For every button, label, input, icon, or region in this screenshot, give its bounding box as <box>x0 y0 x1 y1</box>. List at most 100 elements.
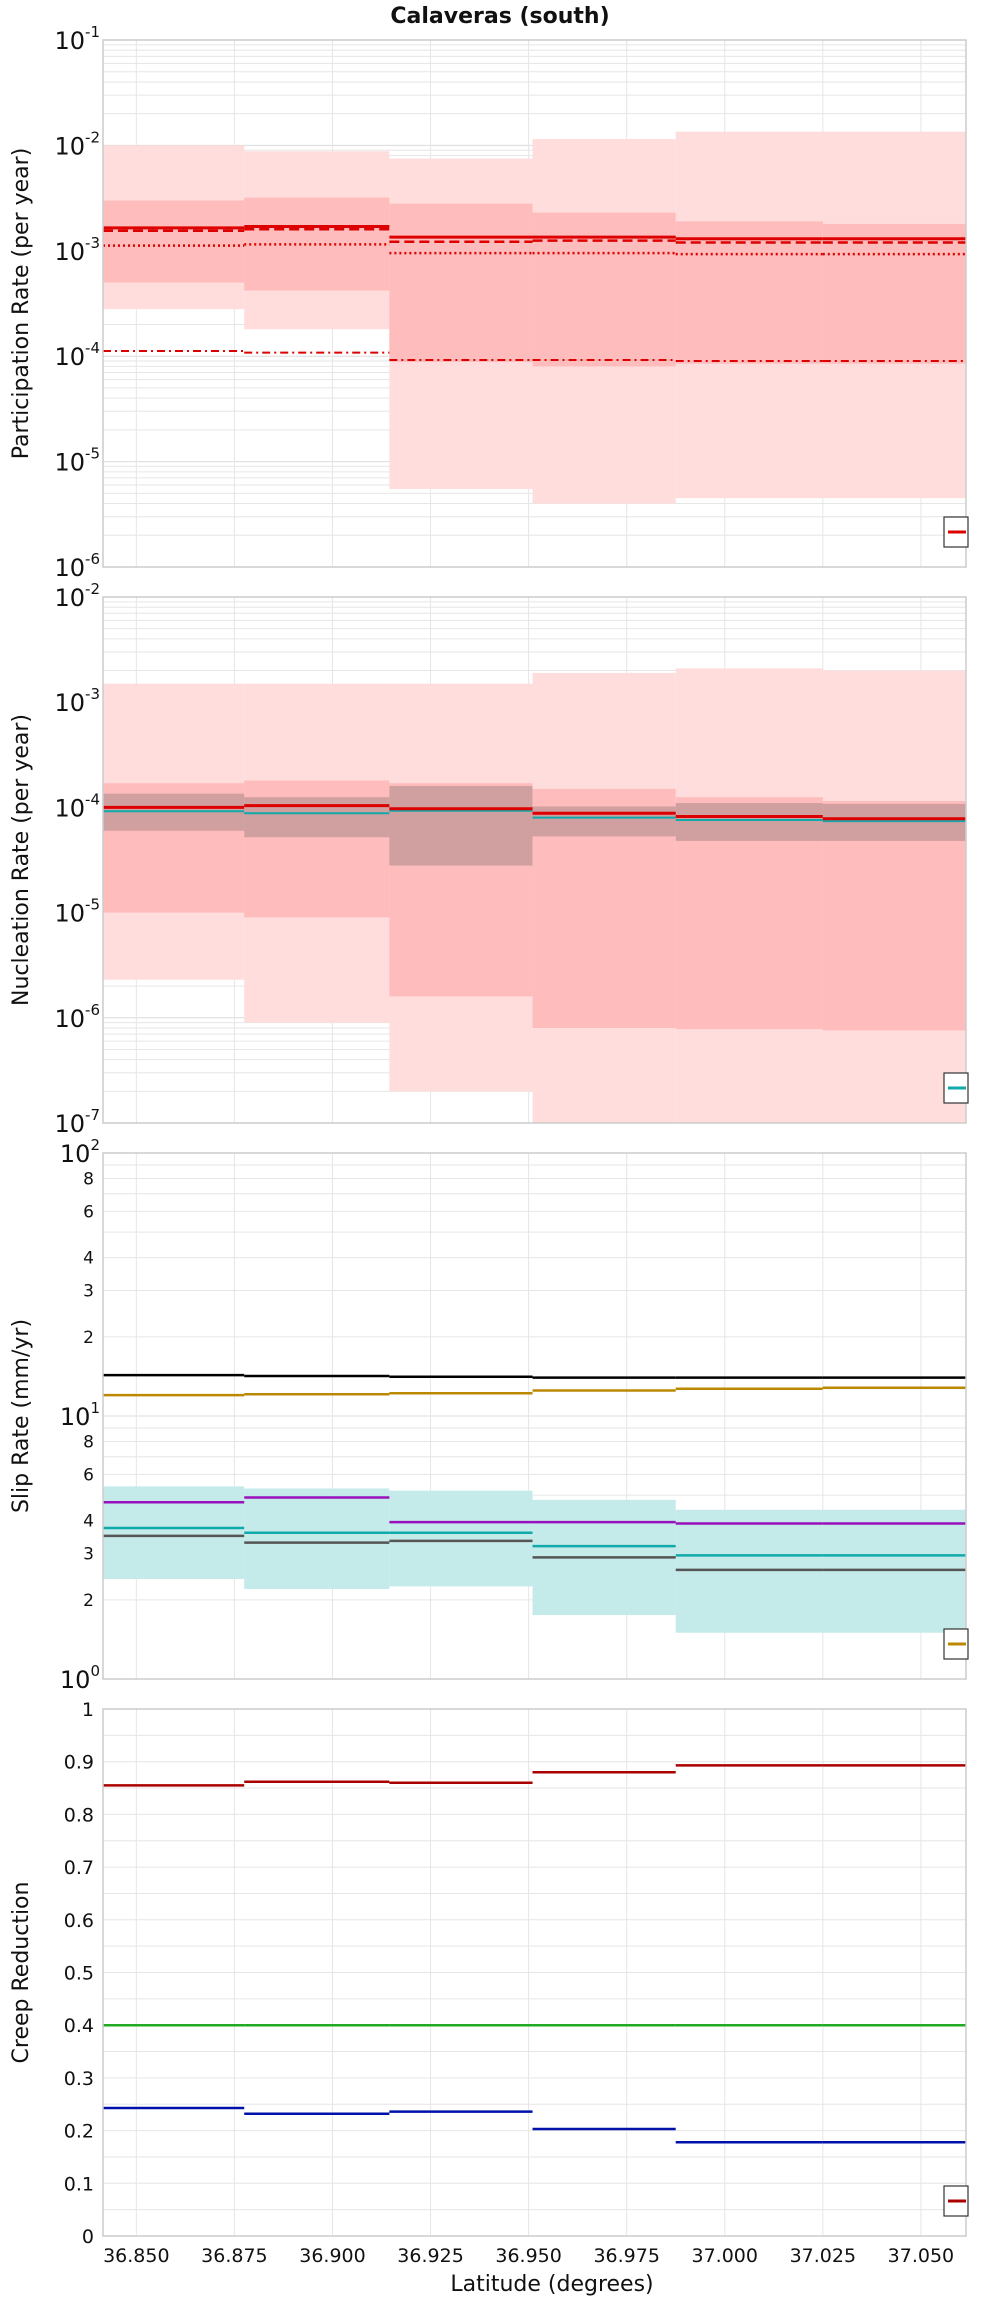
y-minor-tick-label: 2 <box>83 1591 94 1611</box>
band-segment <box>103 200 245 283</box>
tick-exponent: 0 <box>90 1662 100 1680</box>
plot-frame <box>102 39 967 568</box>
y-minor-tick-label: 8 <box>83 1432 94 1452</box>
series-line <box>103 225 966 241</box>
tick-exponent: -1 <box>85 23 100 41</box>
band-segment <box>675 803 823 841</box>
tick-exponent: -6 <box>85 1001 100 1019</box>
tick-exponent: -5 <box>85 896 100 914</box>
series-line <box>103 804 966 821</box>
band-segment <box>103 793 245 831</box>
tick-base: 10 <box>54 584 85 612</box>
panel-creep: 0 0.1 0.2 0.3 0.4 0.5 0.6 0.7 0.8 0.9 1 Creep Reduc… <box>9 1699 969 2248</box>
series-line <box>103 350 966 363</box>
y-minor-tick-label: 3 <box>83 1545 94 1565</box>
y-tick-label: 10-6 <box>54 550 100 582</box>
series-line <box>103 2106 966 2144</box>
y-tick-label: 0.9 <box>64 1752 94 1774</box>
plot-frame <box>102 596 967 1124</box>
y-axis-label: Nucleation Rate (per year) <box>9 714 34 1006</box>
band-segment <box>244 797 390 838</box>
y-minor-tick-label: 3 <box>83 1282 94 1302</box>
band-segment <box>675 797 823 1030</box>
y-tick-label: 1 <box>82 1699 94 1721</box>
x-tick-label: 36.975 <box>593 2245 659 2267</box>
tick-base: 10 <box>54 1005 85 1033</box>
series-line <box>103 1526 966 1557</box>
series-line <box>103 1373 966 1379</box>
legend <box>943 1072 969 1104</box>
tick-base: 10 <box>54 449 85 477</box>
tick-exponent: -4 <box>85 790 100 808</box>
x-axis-label: Latitude (degrees) <box>450 2272 653 2297</box>
y-minor-tick-label: 4 <box>83 1249 94 1269</box>
tick-base: 10 <box>54 1110 85 1138</box>
series-line <box>103 809 966 823</box>
y-tick-label: 0 <box>82 2226 94 2248</box>
band-segment <box>389 783 533 997</box>
x-tick-label: 37.000 <box>692 2245 758 2267</box>
tick-exponent: -5 <box>85 445 100 463</box>
series-line <box>103 1496 966 1525</box>
series-line <box>103 243 966 256</box>
y-tick-label: 10-5 <box>54 445 100 477</box>
y-tick-label: 0.7 <box>64 1857 94 1879</box>
y-tick-labels: 10-610-510-410-310-210-1 <box>54 23 100 582</box>
tick-exponent: -3 <box>85 234 100 252</box>
y-axis-label: Slip Rate (mm/yr) <box>9 1319 34 1513</box>
tick-base: 10 <box>60 1403 91 1431</box>
tick-base: 10 <box>54 343 85 371</box>
band-segment <box>532 788 676 1028</box>
y-minor-tick-label: 8 <box>83 1169 94 1189</box>
x-tick-label: 36.950 <box>495 2245 561 2267</box>
y-tick-label: 0.3 <box>64 2068 94 2090</box>
tick-exponent: -2 <box>85 128 100 146</box>
series-line <box>103 1764 966 1787</box>
y-tick-label: 0.6 <box>64 1910 94 1932</box>
y-tick-label: 100 <box>60 1662 100 1694</box>
x-tick-label: 36.900 <box>299 2245 365 2267</box>
band-segment <box>389 785 533 866</box>
plot-frame <box>102 1152 967 1680</box>
y-tick-label: 10-3 <box>54 234 100 266</box>
chart-title: Calaveras (south) <box>390 4 609 29</box>
x-tick-labels: 36.850 36.875 36.900 36.925 36.950 36.975 37.0… <box>103 2245 954 2267</box>
band-segment <box>822 801 966 1031</box>
tick-base: 10 <box>54 794 85 822</box>
y-tick-label: 0.1 <box>64 2173 94 2195</box>
tick-exponent: -6 <box>85 550 100 568</box>
x-tick-label: 36.875 <box>201 2245 267 2267</box>
series-line <box>103 228 966 244</box>
uncertainty-band <box>103 785 966 866</box>
grid-lines <box>103 1708 966 2237</box>
tick-exponent: -4 <box>85 339 100 357</box>
y-minor-tick-label: 4 <box>83 1512 94 1532</box>
plot-frame <box>102 1708 967 2237</box>
tick-base: 10 <box>54 554 85 582</box>
tick-exponent: -3 <box>85 685 100 703</box>
y-minor-tick-label: 6 <box>83 1465 94 1485</box>
band-segment <box>822 1509 966 1633</box>
y-axis-label: Participation Rate (per year) <box>9 148 34 460</box>
band-segment <box>389 203 533 363</box>
y-tick-label: 102 <box>60 1136 100 1168</box>
tick-base: 10 <box>54 689 85 717</box>
band-segment <box>389 1490 533 1587</box>
y-tick-label: 10-2 <box>54 580 100 612</box>
tick-base: 10 <box>54 238 85 266</box>
y-minor-tick-label: 6 <box>83 1202 94 1222</box>
x-tick-label: 37.025 <box>790 2245 856 2267</box>
band-segment <box>675 221 823 364</box>
y-tick-label: 0.2 <box>64 2121 94 2143</box>
x-tick-label: 36.850 <box>103 2245 169 2267</box>
band-segment <box>532 806 676 837</box>
y-tick-labels: 10-710-610-510-410-310-2 <box>54 580 100 1138</box>
y-tick-label: 10-1 <box>54 23 100 55</box>
band-segment <box>244 1488 390 1589</box>
